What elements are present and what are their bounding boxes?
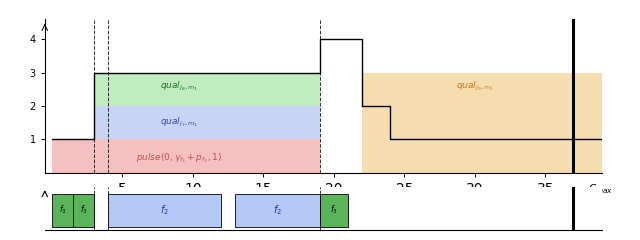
Bar: [52, 194, 73, 227]
Text: $\mathit{pulse}(0, \gamma_{f_3}+p_{f_3}, 1)$: $\mathit{pulse}(0, \gamma_{f_3}+p_{f_3},…: [136, 151, 221, 165]
Text: $\mathit{qual}_{j_7, m_1}$: $\mathit{qual}_{j_7, m_1}$: [160, 116, 198, 129]
Bar: [235, 194, 319, 227]
Text: $\mathit{qual}_{j_9, m_1}$: $\mathit{qual}_{j_9, m_1}$: [456, 79, 493, 93]
Text: $C_{max}$: $C_{max}$: [588, 182, 612, 196]
Text: $f_2$: $f_2$: [273, 203, 282, 217]
Bar: [108, 194, 221, 227]
Text: $f_3$: $f_3$: [80, 204, 88, 216]
Bar: [73, 194, 94, 227]
Bar: [319, 194, 348, 227]
Text: $f_3$: $f_3$: [330, 204, 338, 216]
Text: $f_2$: $f_2$: [160, 203, 169, 217]
Text: $\mathit{qual}_{j_8, m_1}$: $\mathit{qual}_{j_8, m_1}$: [160, 79, 198, 93]
Text: $f_3$: $f_3$: [59, 204, 67, 216]
